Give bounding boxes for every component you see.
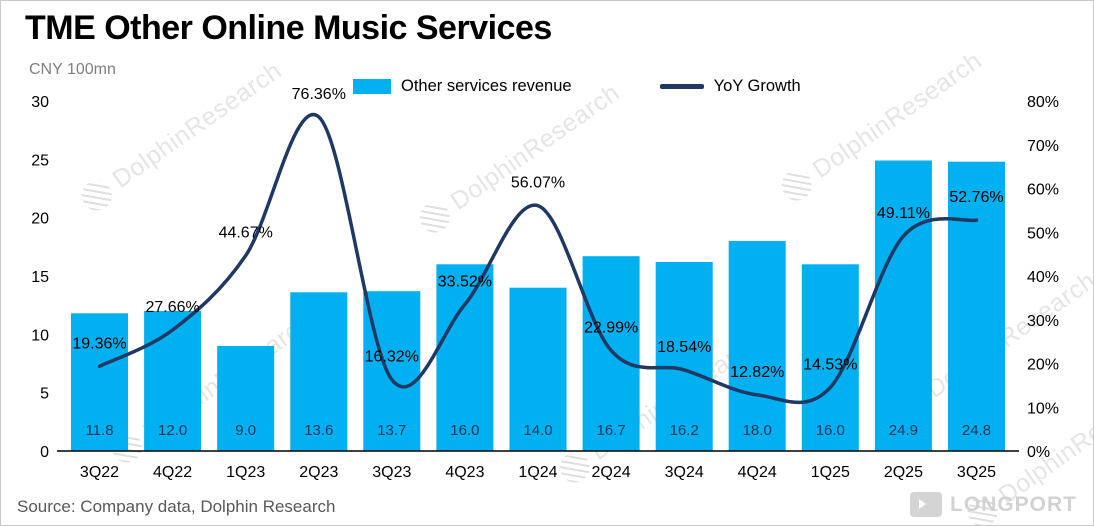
x-axis-label-3Q24: 3Q24	[665, 464, 704, 481]
yoy-value-label-2Q25: 49.11%	[877, 205, 930, 222]
bar-value-label-4Q22: 12.0	[158, 422, 187, 439]
bar-4Q22	[144, 311, 202, 451]
longport-text: LONGPORT	[950, 492, 1077, 516]
bar-value-label-3Q23: 13.7	[377, 422, 406, 439]
x-axis-label-3Q22: 3Q22	[80, 464, 119, 481]
bar-3Q22	[71, 313, 128, 451]
yoy-value-label-3Q25: 52.76%	[949, 189, 1003, 206]
x-axis-label-1Q23: 1Q23	[226, 464, 265, 481]
longport-brand: LONGPORT	[910, 492, 1077, 517]
right-axis-tick-0%: 0%	[1027, 444, 1050, 461]
x-axis-label-4Q22: 4Q22	[153, 464, 192, 481]
yoy-value-label-4Q23: 33.52%	[438, 273, 492, 290]
left-axis-tick-5: 5	[40, 386, 49, 403]
bar-value-label-1Q23: 9.0	[235, 422, 256, 439]
left-axis-tick-10: 10	[31, 327, 49, 344]
yoy-growth-line	[97, 112, 979, 405]
bar-value-label-2Q24: 16.7	[596, 422, 625, 439]
yoy-value-label-1Q23: 44.67%	[219, 225, 273, 242]
x-axis-label-2Q23: 2Q23	[299, 464, 338, 481]
bar-value-label-3Q22: 11.8	[85, 422, 113, 439]
left-axis-tick-15: 15	[31, 269, 49, 286]
bar-value-label-1Q25: 16.0	[816, 422, 845, 439]
legend-line-label: YoY Growth	[713, 77, 801, 95]
bar-value-label-3Q25: 24.8	[962, 422, 991, 439]
left-axis-tick-25: 25	[31, 152, 49, 169]
right-axis-tick-80%: 80%	[1027, 94, 1059, 111]
legend-bar-swatch-icon	[353, 79, 391, 94]
yoy-value-label-2Q23: 76.36%	[292, 86, 346, 103]
bar-value-label-2Q23: 13.6	[304, 422, 333, 439]
chart-title: TME Other Online Music Services	[25, 9, 552, 47]
legend: Other services revenue YoY Growth	[353, 77, 801, 96]
bar-3Q24	[655, 262, 713, 451]
x-axis-label-3Q25: 3Q25	[957, 464, 996, 481]
source-note: Source: Company data, Dolphin Research	[17, 497, 336, 516]
right-axis-tick-50%: 50%	[1027, 225, 1059, 242]
right-axis-tick-60%: 60%	[1027, 182, 1059, 199]
left-axis-tick-20: 20	[31, 211, 49, 228]
x-axis-label-4Q23: 4Q23	[445, 464, 484, 481]
x-axis-label-1Q25: 1Q25	[811, 464, 850, 481]
bar-2Q24	[582, 256, 640, 451]
bar-value-label-4Q23: 16.0	[450, 422, 479, 439]
bar-4Q23	[436, 264, 494, 451]
yoy-value-label-3Q23: 16.32%	[365, 349, 419, 366]
x-axis-label-2Q25: 2Q25	[884, 464, 923, 481]
bar-4Q24	[728, 241, 786, 451]
bar-1Q23	[217, 346, 275, 451]
right-axis-tick-70%: 70%	[1027, 138, 1059, 155]
x-axis-label-3Q23: 3Q23	[372, 464, 411, 481]
left-axis-tick-30: 30	[31, 94, 49, 111]
yoy-value-label-1Q24: 56.07%	[511, 175, 565, 192]
bar-2Q25	[874, 160, 932, 451]
bar-3Q25	[948, 161, 1005, 451]
bar-value-label-3Q24: 16.2	[670, 422, 699, 439]
legend-line-swatch-icon	[659, 84, 704, 89]
bar-value-label-1Q24: 14.0	[523, 422, 552, 439]
bar-value-label-2Q25: 24.9	[889, 422, 918, 439]
bar-value-label-4Q24: 18.0	[743, 422, 772, 439]
right-axis-tick-40%: 40%	[1027, 269, 1059, 286]
yoy-value-label-4Q24: 12.82%	[730, 364, 784, 381]
x-axis-label-2Q24: 2Q24	[592, 464, 631, 481]
left-axis-tick-0: 0	[40, 444, 49, 461]
yoy-value-label-1Q25: 14.53%	[803, 356, 857, 373]
yoy-value-label-4Q22: 27.66%	[145, 299, 199, 316]
right-axis-tick-20%: 20%	[1027, 357, 1059, 374]
longport-logo-icon	[910, 492, 942, 517]
bar-1Q24	[509, 287, 567, 451]
right-axis-tick-10%: 10%	[1027, 400, 1059, 417]
x-axis-label-4Q24: 4Q24	[738, 464, 777, 481]
yoy-value-label-3Q24: 18.54%	[657, 339, 711, 356]
bar-2Q23	[290, 292, 348, 451]
x-axis-label-1Q24: 1Q24	[518, 464, 557, 481]
yoy-value-label-3Q22: 19.36%	[72, 335, 126, 352]
yoy-value-label-2Q24: 22.99%	[584, 319, 638, 336]
right-axis-tick-30%: 30%	[1027, 313, 1059, 330]
legend-bar-label: Other services revenue	[401, 77, 572, 95]
axis-unit-label: CNY 100mn	[29, 61, 116, 78]
